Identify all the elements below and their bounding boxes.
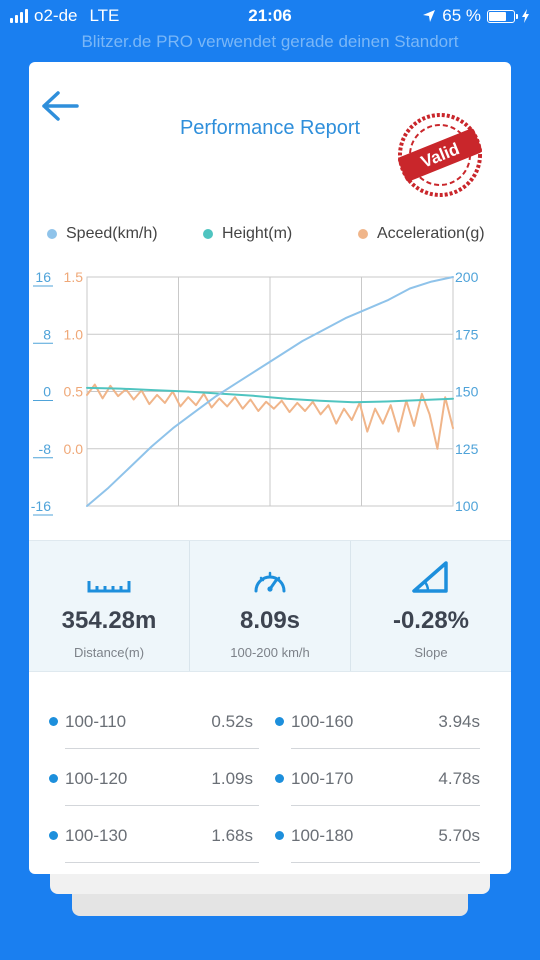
split-item: 100-160 3.94s: [269, 692, 511, 749]
split-bullet: [49, 774, 58, 783]
legend-speed[interactable]: Speed(km/h): [47, 225, 158, 243]
speed-tick-label: 100: [455, 498, 479, 514]
legend-acceleration-label: Acceleration(g): [377, 225, 485, 242]
acceleration-tick-label: 1.0: [64, 326, 84, 342]
signal-icon: [10, 9, 28, 23]
legend-height-dot: [203, 229, 213, 239]
network-label: LTE: [89, 6, 120, 25]
series-line-speed: [86, 276, 454, 507]
clock: 21:06: [248, 6, 292, 25]
height-tick-label: 16: [35, 269, 51, 285]
speedometer-icon: [254, 571, 286, 593]
location-arrow-icon: [423, 10, 436, 22]
speed-tick-label: 175: [455, 326, 479, 342]
split-range: 100-160: [291, 712, 354, 731]
split-range: 100-180: [291, 826, 354, 845]
legend-acceleration[interactable]: Acceleration(g): [358, 225, 485, 243]
legend-speed-dot: [47, 229, 57, 239]
legend-height-label: Height(m): [222, 225, 293, 242]
split-bullet: [275, 717, 284, 726]
report-card: Performance Report Valid Speed(km/h) Hei…: [29, 62, 511, 874]
split-item: 100-110 0.52s: [29, 692, 269, 749]
split-divider: [291, 862, 480, 863]
time-label: 100-200 km/h: [230, 645, 310, 660]
legend-speed-label: Speed(km/h): [66, 225, 158, 242]
back-button[interactable]: [41, 88, 81, 124]
split-time: 4.78s: [438, 769, 480, 788]
split-row: 100-110 0.52s 100-160 3.94s: [29, 692, 511, 749]
split-row: 100-120 1.09s 100-170 4.78s: [29, 749, 511, 806]
series-line-height: [86, 386, 454, 404]
stat-distance: 354.28m Distance(m): [29, 541, 189, 671]
distance-label: Distance(m): [73, 645, 145, 660]
split-item: 100-120 1.09s: [29, 749, 269, 806]
split-divider: [291, 805, 480, 806]
slope-icon: [412, 561, 448, 593]
split-item: 100-180 5.70s: [269, 806, 511, 863]
acceleration-tick-label: 1.5: [64, 269, 84, 285]
speed-tick-label: 150: [455, 384, 479, 400]
height-tick-label: 0: [43, 384, 51, 400]
acceleration-tick-label: 0.5: [64, 384, 84, 400]
speed-tick-label: 125: [455, 441, 479, 457]
slope-label: Slope: [414, 645, 448, 660]
height-tick-label: -16: [31, 498, 51, 514]
split-range: 100-170: [291, 769, 354, 788]
split-divider: [65, 748, 259, 749]
split-range: 100-120: [65, 769, 128, 788]
split-time: 5.70s: [438, 826, 480, 845]
series-line-acceleration: [86, 383, 454, 450]
split-divider: [291, 748, 480, 749]
height-tick-label: -8: [39, 441, 52, 457]
split-range: 100-130: [65, 826, 128, 845]
battery-icon: [487, 9, 518, 23]
legend-acceleration-dot: [358, 229, 368, 239]
stats-panel: 354.28m Distance(m) 8.09s 100-200 km/h: [29, 540, 511, 672]
battery-percent: 65 %: [442, 6, 481, 25]
carrier-label: o2-de: [34, 6, 78, 25]
split-time: 1.68s: [211, 826, 253, 845]
page-title: Performance Report: [179, 117, 361, 139]
split-bullet: [49, 717, 58, 726]
valid-stamp: Valid: [398, 113, 482, 197]
slope-value: -0.28%: [392, 607, 470, 634]
back-arrow-icon: [42, 91, 79, 121]
status-left: o2-de LTE: [10, 6, 119, 26]
charging-bolt-icon: [522, 9, 529, 23]
speed-tick-label: 200: [455, 269, 479, 285]
performance-chart: 16 8 0 -8 -16 1.5 1.0 0.5 0.0 200 175 150 125 100: [31, 269, 479, 516]
height-tick-label: 8: [43, 326, 51, 342]
location-banner[interactable]: Blitzer.de PRO verwendet gerade deinen S…: [81, 32, 459, 51]
split-divider: [65, 805, 259, 806]
distance-value: 354.28m: [61, 607, 157, 634]
split-bullet: [275, 774, 284, 783]
stat-slope: -0.28% Slope: [350, 541, 511, 671]
split-range: 100-110: [65, 712, 127, 731]
acceleration-tick-label: 0.0: [64, 441, 84, 457]
split-divider: [65, 862, 259, 863]
split-time: 0.52s: [211, 712, 253, 731]
status-right: 65 %: [422, 6, 530, 26]
split-item: 100-130 1.68s: [29, 806, 269, 863]
legend-height[interactable]: Height(m): [203, 225, 292, 243]
split-times: 100-110 0.52s 100-160 3.94s 100-120 1.09…: [29, 692, 511, 863]
time-value: 8.09s: [239, 607, 301, 634]
ruler-icon: [87, 581, 131, 593]
chart-legend: Speed(km/h) Height(m) Acceleration(g): [29, 225, 511, 245]
split-item: 100-170 4.78s: [269, 749, 511, 806]
split-row: 100-130 1.68s 100-180 5.70s: [29, 806, 511, 863]
status-bar: o2-de LTE 21:06 65 %: [0, 0, 540, 32]
split-time: 1.09s: [211, 769, 253, 788]
split-bullet: [275, 831, 284, 840]
stat-time: 8.09s 100-200 km/h: [189, 541, 350, 671]
split-time: 3.94s: [438, 712, 480, 731]
split-bullet: [49, 831, 58, 840]
